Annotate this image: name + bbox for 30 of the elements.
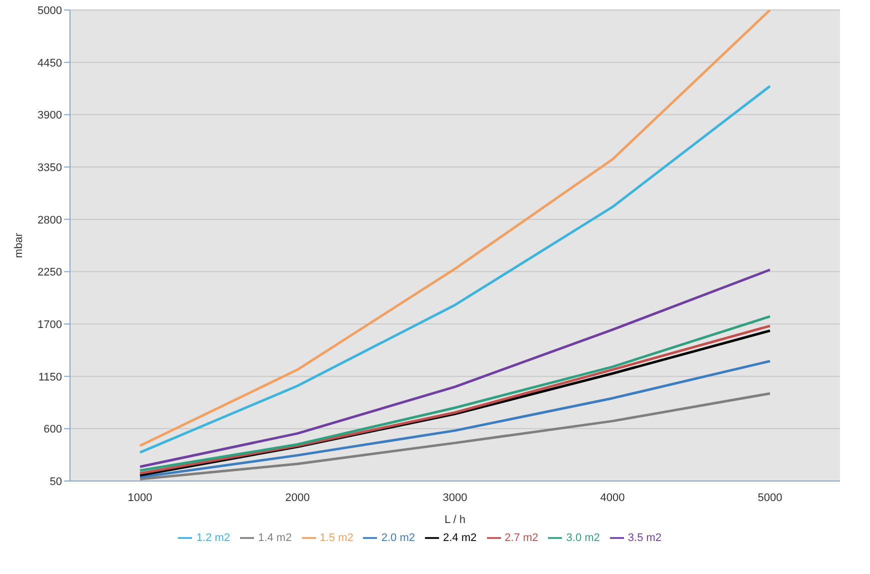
- x-tick-label: 3000: [442, 492, 468, 504]
- y-axis-title: mbar: [12, 232, 25, 258]
- line-series: [138, 392, 772, 480]
- legend-label: 2.7 m2: [504, 532, 538, 544]
- legend-label: 1.2 m2: [196, 532, 230, 544]
- y-tick-label: 4450: [38, 57, 62, 70]
- legend-label: 1.5 m2: [320, 532, 354, 544]
- x-tick-label: 4000: [600, 492, 625, 504]
- y-tick-label: 5000: [38, 5, 62, 17]
- y-tick-label: 3350: [38, 162, 62, 174]
- x-tick-label: 5000: [758, 492, 782, 504]
- line-series: [138, 84, 772, 454]
- x-tick-label: 1000: [128, 492, 152, 504]
- x-tick-label: 2000: [285, 492, 310, 504]
- y-tick-label: 3900: [38, 110, 62, 122]
- y-tick-label: 1700: [38, 319, 62, 331]
- line-series: [138, 10, 772, 448]
- line-series: [138, 268, 772, 468]
- y-tick-label: 50: [50, 476, 62, 488]
- legend-label: 3.0 m2: [566, 532, 600, 544]
- y-tick-label: 2800: [38, 214, 62, 226]
- x-axis-title: L / h: [444, 514, 466, 526]
- y-tick-label: 1150: [38, 371, 62, 384]
- legend-label: 2.0 m2: [381, 532, 415, 544]
- y-tick-label: 2250: [38, 266, 62, 279]
- legend-label: 1.4 m2: [258, 532, 292, 544]
- legend-label: 2.4 m2: [443, 532, 477, 544]
- y-tick-label: 600: [44, 424, 62, 436]
- legend-label: 3.5 m2: [628, 532, 662, 544]
- line-series: [138, 360, 772, 478]
